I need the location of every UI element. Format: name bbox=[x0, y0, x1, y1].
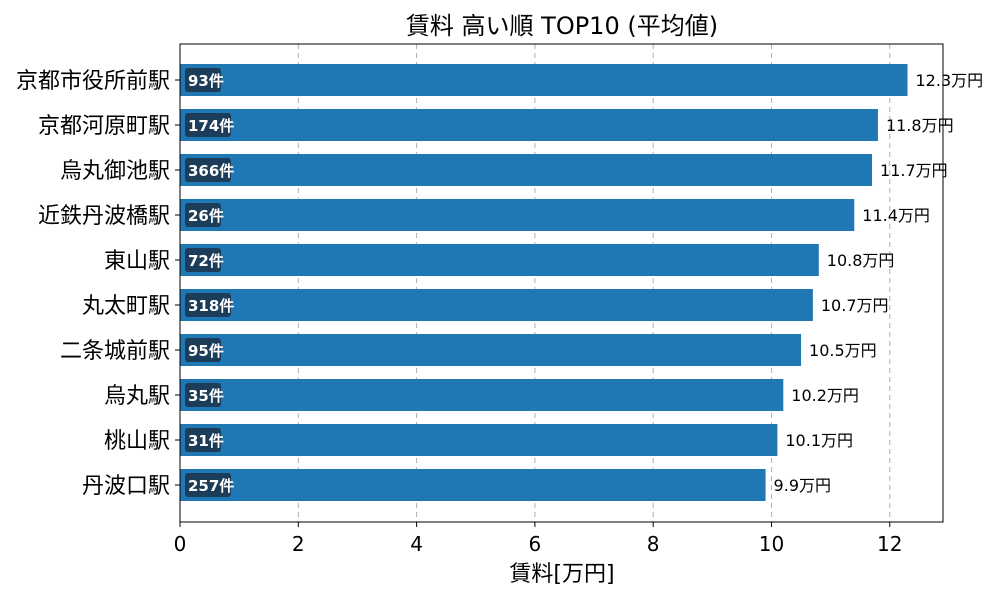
value-label: 11.8万円 bbox=[886, 116, 954, 135]
category-label: 丸太町駅 bbox=[82, 294, 170, 319]
category-label: 丹波口駅 bbox=[82, 474, 170, 499]
category-label: 烏丸御池駅 bbox=[60, 159, 170, 184]
x-tick-label: 0 bbox=[174, 532, 187, 556]
bar bbox=[180, 379, 784, 411]
count-badge bbox=[185, 248, 221, 272]
value-label: 11.7万円 bbox=[880, 161, 948, 180]
category-label: 東山駅 bbox=[104, 249, 170, 274]
category-label: 烏丸駅 bbox=[104, 384, 170, 409]
count-badge bbox=[185, 113, 231, 137]
count-label: 174件 bbox=[188, 117, 234, 135]
count-label: 26件 bbox=[188, 207, 224, 225]
count-label: 257件 bbox=[188, 477, 234, 495]
category-label: 桃山駅 bbox=[104, 429, 170, 454]
x-tick-label: 12 bbox=[877, 532, 902, 556]
x-tick-label: 2 bbox=[292, 532, 305, 556]
value-label: 10.7万円 bbox=[821, 296, 889, 315]
bar bbox=[180, 109, 878, 141]
count-label: 93件 bbox=[188, 72, 224, 90]
plot-frame bbox=[179, 43, 944, 523]
x-tick-label: 6 bbox=[529, 532, 542, 556]
bar bbox=[180, 244, 819, 276]
count-label: 72件 bbox=[188, 252, 224, 270]
count-label: 31件 bbox=[188, 432, 224, 450]
bar bbox=[180, 424, 778, 456]
x-axis-label: 賃料[万円] bbox=[509, 562, 614, 587]
axes: 京都市役所前駅京都河原町駅烏丸御池駅近鉄丹波橋駅東山駅丸太町駅二条城前駅烏丸駅桃… bbox=[16, 43, 944, 556]
count-badge bbox=[185, 383, 221, 407]
bar bbox=[180, 64, 908, 96]
chart-title: 賃料 高い順 TOP10 (平均値) bbox=[406, 12, 718, 40]
count-badge bbox=[185, 203, 221, 227]
category-label: 京都河原町駅 bbox=[38, 114, 170, 139]
x-tick-label: 4 bbox=[410, 532, 423, 556]
category-label: 近鉄丹波橋駅 bbox=[38, 204, 170, 229]
value-label: 10.1万円 bbox=[785, 431, 853, 450]
value-label: 9.9万円 bbox=[774, 476, 831, 495]
count-label: 95件 bbox=[188, 342, 224, 360]
value-label: 10.5万円 bbox=[809, 341, 877, 360]
x-tick-label: 10 bbox=[759, 532, 784, 556]
category-label: 二条城前駅 bbox=[60, 339, 170, 364]
x-tick-label: 8 bbox=[647, 532, 660, 556]
value-label: 10.2万円 bbox=[791, 386, 859, 405]
count-badge bbox=[185, 293, 231, 317]
bar bbox=[180, 469, 766, 501]
bar bbox=[180, 154, 873, 186]
value-label: 11.4万円 bbox=[862, 206, 930, 225]
value-label: 10.8万円 bbox=[827, 251, 895, 270]
category-label: 京都市役所前駅 bbox=[16, 69, 170, 94]
count-badge bbox=[185, 338, 221, 362]
bar bbox=[180, 289, 813, 321]
bars: 12.3万円 93件 11.8万円 174件 11.7万円 366件 11.4万円 26件 10… bbox=[180, 64, 983, 501]
value-label: 12.3万円 bbox=[916, 71, 984, 90]
count-label: 366件 bbox=[188, 162, 234, 180]
count-badge bbox=[185, 428, 221, 452]
count-badge bbox=[185, 473, 231, 497]
count-label: 35件 bbox=[188, 387, 224, 405]
count-badge bbox=[185, 68, 221, 92]
bar bbox=[180, 199, 855, 231]
count-label: 318件 bbox=[188, 297, 234, 315]
bar bbox=[180, 334, 802, 366]
count-badge bbox=[185, 158, 231, 182]
